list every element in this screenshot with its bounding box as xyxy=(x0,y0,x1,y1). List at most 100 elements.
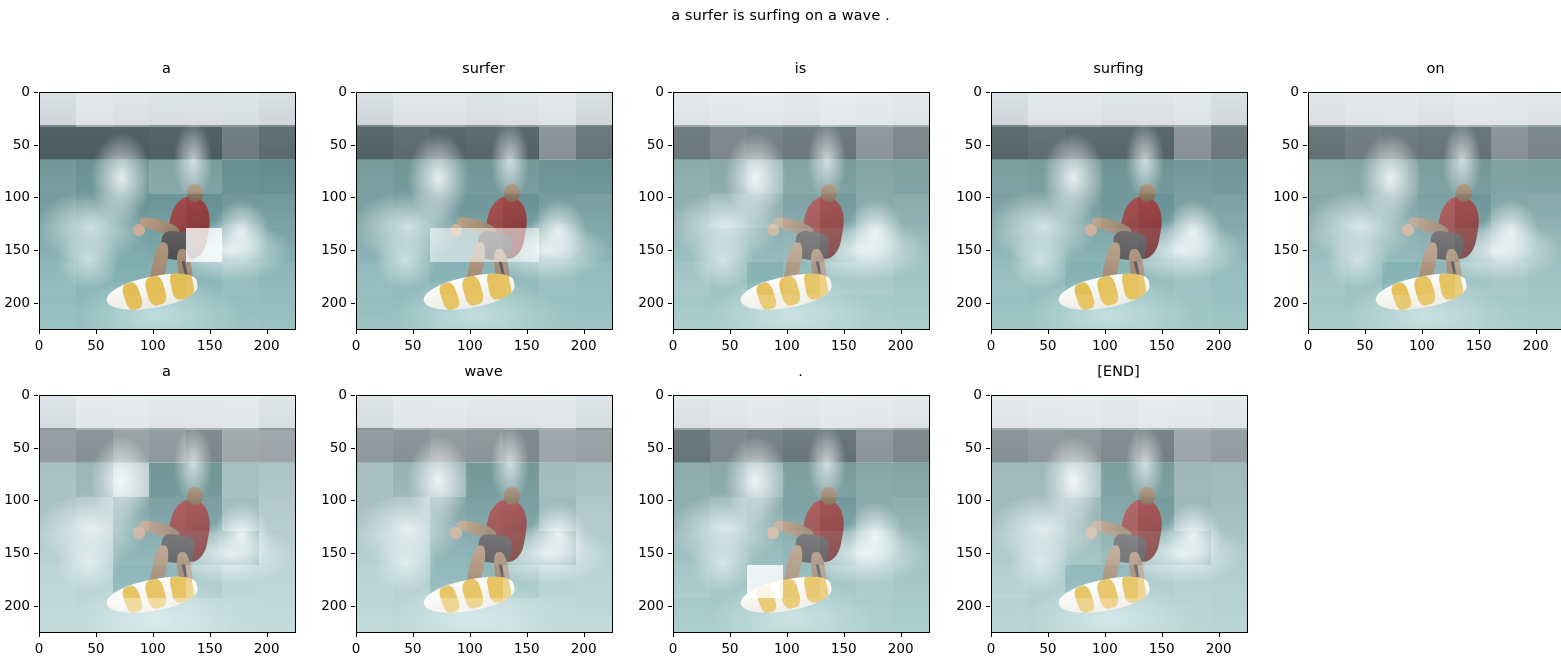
attention-cell-r2-c3 xyxy=(1101,463,1138,498)
y-tick-label: 0 xyxy=(21,387,30,403)
hand-region xyxy=(1085,526,1097,539)
attention-cell-r2-c0 xyxy=(992,160,1029,195)
attention-cell-r5-c3 xyxy=(1101,564,1138,599)
x-tick-mark xyxy=(1047,330,1049,334)
attention-cell-r3-c3 xyxy=(783,194,820,228)
attention-cell-r4-c0 xyxy=(992,227,1029,262)
attention-cell-r2-c2 xyxy=(746,463,784,498)
y-tick-mark xyxy=(351,395,355,397)
x-tick-mark xyxy=(1218,633,1220,637)
attention-cell-r5-c6 xyxy=(892,564,929,599)
attention-cell-r5-c0 xyxy=(992,261,1029,296)
attention-cell-r4-c3 xyxy=(466,530,503,565)
y-tick-label: 200 xyxy=(1273,294,1299,311)
attention-cell-r1-c1 xyxy=(710,429,747,464)
attention-cell-r2-c3 xyxy=(466,160,503,195)
attention-cell-r1-c4 xyxy=(819,429,857,464)
x-tick-label: 50 xyxy=(721,338,739,354)
y-tick-mark xyxy=(34,553,38,555)
attention-cell-r4-c2 xyxy=(746,530,784,565)
y-tick-mark xyxy=(668,447,672,449)
attention-cell-r5-c6 xyxy=(1527,261,1561,296)
attention-cell-r4-c1 xyxy=(76,530,113,565)
hand-region xyxy=(767,526,779,539)
x-tick-mark xyxy=(583,330,585,334)
attention-cell-r3-c1 xyxy=(76,497,113,531)
attention-cell-r6-c6 xyxy=(892,295,929,329)
y-tick-label: 0 xyxy=(338,387,347,403)
attention-cell-r1-c3 xyxy=(1418,126,1455,161)
attention-panel: . 0 50 100 150 200 0 50 100 150 200 xyxy=(634,365,931,671)
y-tick-label: 150 xyxy=(956,545,982,562)
x-tick-label: 200 xyxy=(253,338,280,354)
y-tick-mark xyxy=(34,605,38,607)
attention-cell-r1-c2 xyxy=(429,126,467,161)
x-tick-label: 50 xyxy=(87,641,105,657)
attention-cell-r4-c4 xyxy=(1137,530,1175,565)
y-tick-mark xyxy=(34,302,38,304)
attention-cell-r0-c3 xyxy=(466,93,503,127)
attention-cell-r1-c1 xyxy=(76,429,113,464)
attention-cell-r4-c1 xyxy=(393,530,430,565)
attention-panel: wave 0 50 100 150 200 0 50 100 150 200 xyxy=(317,365,614,671)
y-tick-mark xyxy=(34,197,38,199)
attention-cell-r1-c5 xyxy=(1174,126,1211,161)
attention-cell-r1-c6 xyxy=(575,126,612,161)
attention-cell-r3-c3 xyxy=(1418,194,1455,228)
x-tick-label: 0 xyxy=(34,641,44,657)
attention-cell-r0-c1 xyxy=(393,396,430,430)
attention-cell-r6-c5 xyxy=(1491,295,1528,329)
attention-cell-r0-c6 xyxy=(258,93,295,127)
attention-cell-r4-c6 xyxy=(258,530,295,565)
x-tick-mark xyxy=(729,633,731,637)
head-region xyxy=(1455,183,1473,202)
attention-cell-r1-c2 xyxy=(1064,126,1102,161)
attention-cell-r4-c5 xyxy=(856,530,893,565)
attention-cell-r4-c3 xyxy=(149,530,186,565)
y-tick-mark xyxy=(1303,92,1307,94)
y-tick-label: 100 xyxy=(4,189,30,206)
attention-cell-r5-c1 xyxy=(393,261,430,296)
attention-cell-r3-c1 xyxy=(710,497,747,531)
panel-axes xyxy=(991,92,1248,330)
y-tick-mark xyxy=(351,605,355,607)
head-region xyxy=(186,486,204,505)
attention-cell-r6-c1 xyxy=(1028,598,1065,632)
attention-cell-r3-c5 xyxy=(539,497,576,531)
attention-cell-r5-c3 xyxy=(1101,261,1138,296)
attention-mask xyxy=(1309,93,1561,329)
attention-cell-r2-c1 xyxy=(1028,160,1065,195)
attention-cell-r4-c2 xyxy=(1064,227,1102,262)
attention-cell-r3-c2 xyxy=(429,497,467,531)
attention-cell-r3-c4 xyxy=(502,194,540,228)
attention-cell-r6-c5 xyxy=(856,598,893,632)
attention-panel: a 0 50 100 150 200 0 50 100 150 200 xyxy=(0,365,297,671)
attention-cell-r5-c6 xyxy=(1210,564,1247,599)
attention-cell-r1-c3 xyxy=(149,126,186,161)
panel-title: . xyxy=(798,364,803,380)
panel-title: surfing xyxy=(1093,61,1144,77)
attention-cell-r6-c0 xyxy=(40,598,77,632)
y-tick-mark xyxy=(668,500,672,502)
attention-cell-r0-c3 xyxy=(466,396,503,430)
y-tick-label: 150 xyxy=(4,545,30,562)
x-tick-mark xyxy=(1104,633,1106,637)
y-tick-label: 150 xyxy=(321,545,347,562)
attention-cell-r6-c0 xyxy=(40,295,77,329)
attention-cell-r2-c1 xyxy=(1028,463,1065,498)
attention-cell-r3-c6 xyxy=(1210,194,1247,228)
attention-cell-r0-c1 xyxy=(76,93,113,127)
attention-cell-r1-c4 xyxy=(185,429,223,464)
attention-cell-r1-c0 xyxy=(40,429,77,464)
attention-cell-r6-c2 xyxy=(1064,598,1102,632)
attention-cell-r3-c0 xyxy=(674,194,711,228)
spray-c-region xyxy=(1150,485,1237,585)
attention-cell-r5-c5 xyxy=(222,564,259,599)
attention-cell-r0-c5 xyxy=(222,396,259,430)
attention-cell-r4-c0 xyxy=(40,530,77,565)
attention-cell-r2-c6 xyxy=(258,160,295,195)
attention-cell-r1-c1 xyxy=(393,126,430,161)
attention-cell-r1-c4 xyxy=(185,126,223,161)
attention-cell-r0-c5 xyxy=(539,93,576,127)
attention-cell-r0-c5 xyxy=(1174,93,1211,127)
